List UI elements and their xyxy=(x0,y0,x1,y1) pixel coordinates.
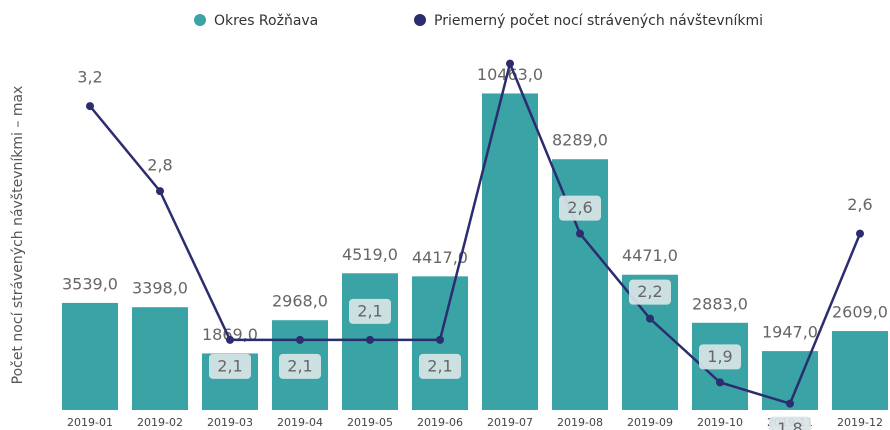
y-axis-label: Počet nocí strávených návštevníkmi – max xyxy=(10,86,26,385)
x-tick-label: 2019-01 xyxy=(67,416,113,429)
bar-value-label: 4471,0 xyxy=(622,246,678,265)
line xyxy=(89,59,862,406)
x-tick-label: 2019-10 xyxy=(697,416,743,429)
bar-value-label: 10463,0 xyxy=(477,65,543,84)
label-box xyxy=(209,353,251,379)
line-value-label: 3,2 xyxy=(77,68,102,87)
bar-value-label: 2609,0 xyxy=(832,303,888,322)
line-value-label: 1,9 xyxy=(707,347,732,366)
label-box xyxy=(699,344,741,370)
line-value-label: 2,8 xyxy=(147,156,172,175)
line-point xyxy=(716,378,724,387)
bar-value-label: 8289,0 xyxy=(552,131,608,150)
line-point xyxy=(366,335,374,344)
line-point xyxy=(156,187,164,196)
line-point xyxy=(436,335,444,344)
line-value-label: 2,1 xyxy=(287,356,312,375)
x-tick-label: 2019-07 xyxy=(487,416,533,429)
bar-value-label: 1947,0 xyxy=(762,323,818,342)
line-value-label: 2,1 xyxy=(217,356,242,375)
legend-label: Okres Rožňava xyxy=(214,13,318,29)
bar xyxy=(132,307,188,410)
bar-value-label: 4417,0 xyxy=(412,248,468,267)
line-value-label: 1,8 xyxy=(777,419,802,430)
x-tick-label: 2019-06 xyxy=(417,416,463,429)
line-point xyxy=(506,59,514,68)
line-value-label: 2,1 xyxy=(357,301,382,320)
x-tick-label: 2019-08 xyxy=(557,416,603,429)
line-value-label: 2,1 xyxy=(427,356,452,375)
legend-label: Priemerný počet nocí strávených návštevn… xyxy=(434,13,763,29)
x-tick-label: 2019-04 xyxy=(277,416,323,429)
line-value-label: 2,6 xyxy=(847,195,872,214)
bar xyxy=(832,331,888,410)
line-value-label: 2,6 xyxy=(567,198,592,217)
line-point xyxy=(226,335,234,344)
label-box xyxy=(279,353,321,379)
x-tick-label: 2019-12 xyxy=(837,416,883,429)
x-tick-label: 2019-09 xyxy=(627,416,673,429)
line-value-label: 2,2 xyxy=(637,282,662,301)
label-box xyxy=(629,279,671,305)
label-box xyxy=(769,416,811,430)
x-tick-label: 2019-05 xyxy=(347,416,393,429)
bar-value-label: 4519,0 xyxy=(342,245,398,264)
label-box xyxy=(559,195,601,221)
x-tick-label: 2019-03 xyxy=(207,416,253,429)
line-point xyxy=(646,314,654,323)
x-tick-label: 2019-02 xyxy=(137,416,183,429)
bar-value-label: 3398,0 xyxy=(132,279,188,298)
line-point xyxy=(296,335,304,344)
legend-marker xyxy=(414,14,426,26)
bar-value-label: 2883,0 xyxy=(692,294,748,313)
legend-marker xyxy=(194,14,206,26)
line-point xyxy=(786,399,794,408)
line-point xyxy=(86,102,94,111)
label-box xyxy=(419,353,461,379)
bar-value-label: 2968,0 xyxy=(272,292,328,311)
bar xyxy=(62,302,118,410)
bar-value-label: 3539,0 xyxy=(62,274,118,293)
label-box xyxy=(349,298,391,324)
bar xyxy=(482,93,538,410)
line-point xyxy=(856,229,864,238)
line-point xyxy=(576,229,584,238)
